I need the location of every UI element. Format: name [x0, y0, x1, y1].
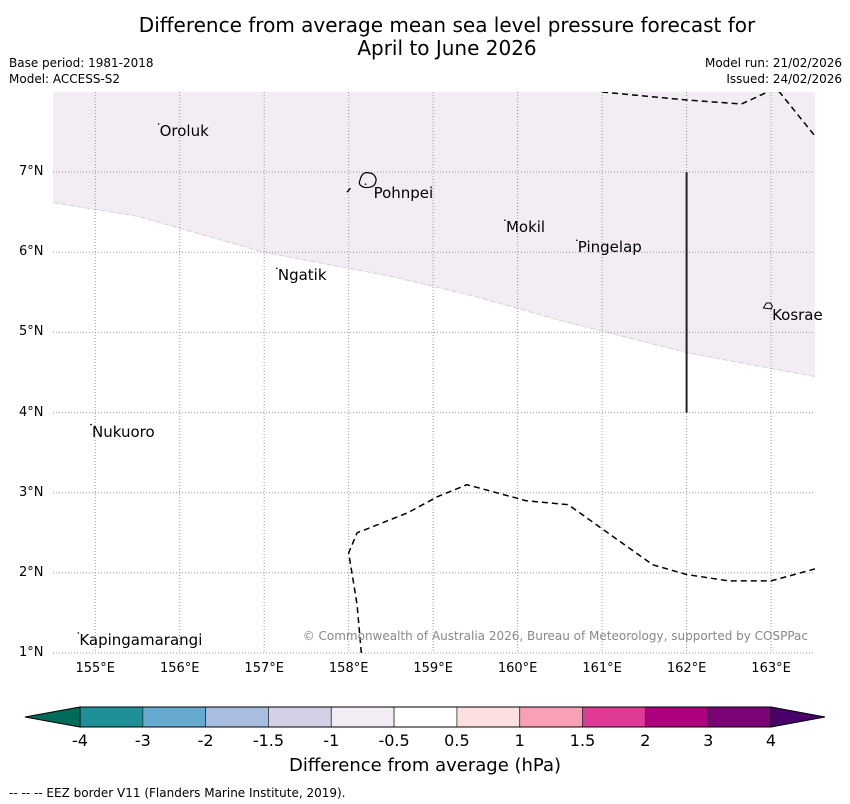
lon-tick-label: 156°E [159, 661, 200, 676]
colorbar-tick-label: 3 [703, 731, 714, 750]
colorbar-tick-label: -3 [134, 731, 151, 750]
title-line-2: April to June 2026 [357, 36, 537, 60]
island-dot-ngatik [276, 267, 278, 270]
place-label-ngatik: Ngatik [277, 266, 327, 285]
lon-tick-label: 161°E [582, 661, 622, 676]
colorbar-tick-label: 1 [514, 731, 525, 750]
eez-border-south [347, 483, 815, 653]
chart-title: Difference from average mean sea level p… [0, 14, 850, 60]
issued-date: Issued: 24/02/2026 [726, 72, 842, 86]
colorbar-label: Difference from average (hPa) [288, 755, 562, 776]
colorbar-segment [519, 706, 583, 728]
colorbar-tick-label: 2 [640, 731, 651, 750]
place-label-kapingamarangi: Kapingamarangi [79, 630, 203, 649]
place-label-nukuoro: Nukuoro [92, 422, 155, 441]
place-label-pohnpei: Pohnpei [373, 184, 434, 203]
colorbar-tick-label: 4 [765, 731, 777, 750]
colorbar-segment [330, 706, 395, 728]
colorbar-tick-label: 1.5 [569, 731, 596, 750]
island-dot-pingelap [575, 239, 578, 242]
lat-tick-label: 1°N [19, 645, 44, 660]
lon-tick-label: 157°E [244, 661, 284, 676]
shaded-region-boundary [52, 202, 816, 377]
lat-tick-label: 5°N [19, 324, 44, 340]
lat-tick-label: 6°N [19, 244, 44, 260]
island-dot-kosrae [770, 307, 772, 310]
island-dot-oroluk [157, 123, 160, 125]
island-dot-mokil [504, 219, 506, 222]
shaded-region-minus1 [53, 92, 815, 377]
lon-tick-label: 159°E [413, 661, 453, 676]
lat-tick-label: 7°N [19, 164, 44, 180]
copyright-text: © Commonwealth of Australia 2026, Bureau… [302, 629, 808, 643]
lat-tick-label: 3°N [19, 484, 44, 500]
meta-left: Base period: 1981-2018 Model: ACCESS-S2 [9, 55, 154, 87]
place-label-mokil: Mokil [505, 218, 546, 237]
lon-tick-label: 158°E [328, 661, 369, 676]
colorbar-segment [644, 706, 709, 728]
eez-border-stub [346, 187, 351, 193]
colorbar-segment [268, 706, 332, 728]
colorbar-tick-label: -2 [197, 731, 214, 750]
island-dot-kapingamarangi [77, 632, 80, 634]
lon-tick-label: 155°E [75, 661, 115, 676]
colorbar-segment [205, 706, 269, 728]
lon-tick-label: 160°E [497, 661, 538, 676]
place-label-oroluk: Oroluk [159, 122, 209, 141]
lon-tick-label: 162°E [666, 661, 707, 676]
eez-legend: -- -- -- EEZ border V11 (Flanders Marine… [9, 786, 346, 800]
eez-border-north [602, 92, 815, 137]
colorbar-segment [456, 706, 521, 728]
model-name: Model: ACCESS-S2 [9, 72, 121, 86]
colorbar-extend-high [770, 706, 826, 728]
lon-tick-label: 163°E [751, 661, 791, 676]
lat-tick-label: 2°N [19, 564, 44, 580]
colorbar-extend-low [24, 706, 81, 728]
colorbar-tick-label: -1.5 [252, 731, 285, 750]
colorbar-frame [79, 706, 772, 728]
pohnpei-island-outline [358, 172, 377, 189]
kosrae-island-outline [762, 302, 773, 310]
island-dot-pohnpei [364, 183, 367, 185]
colorbar-tick-label: -1 [323, 731, 340, 750]
model-run: Model run: 21/02/2026 [704, 56, 842, 70]
place-label-pingelap: Pingelap [577, 238, 642, 257]
colorbar-segment [142, 706, 207, 728]
colorbar-tick-label: 0.5 [444, 731, 470, 750]
colorbar-segment [79, 706, 144, 728]
colorbar-tick-label: -0.5 [378, 731, 410, 750]
island-dot-nukuoro [90, 423, 92, 426]
colorbar-tick-label: -4 [72, 731, 88, 750]
colorbar-segment [582, 706, 646, 728]
colorbar-segment [393, 706, 458, 728]
place-label-kosrae: Kosrae [772, 306, 823, 325]
lat-tick-label: 4°N [19, 404, 44, 420]
colorbar-segment [707, 706, 772, 728]
meta-right: Model run: 21/02/2026 Issued: 24/02/2026 [705, 55, 842, 87]
title-line-1: Difference from average mean sea level p… [138, 13, 756, 37]
base-period: Base period: 1981-2018 [9, 56, 154, 70]
